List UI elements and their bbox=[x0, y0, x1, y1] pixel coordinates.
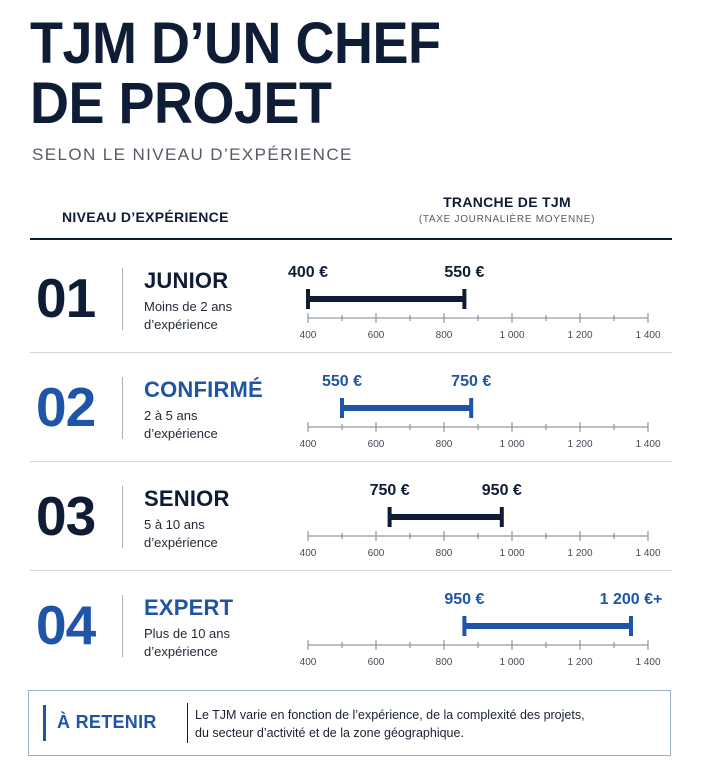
tick-label: 1 000 bbox=[499, 657, 524, 668]
row-divider bbox=[122, 268, 123, 330]
level-number: 01 bbox=[36, 267, 96, 329]
level-description-line-2: d’expérience bbox=[144, 426, 218, 441]
tick-label: 1 400 bbox=[635, 439, 660, 450]
tick-label: 400 bbox=[300, 657, 317, 668]
level-row: 01 JUNIOR Moins de 2 ans d’expérience 400 600… bbox=[0, 244, 701, 352]
column-header-range-sub: (TAXE JOURNALIÈRE MOYENNE) bbox=[418, 214, 596, 225]
range-low-label: 400 € bbox=[288, 264, 328, 281]
title-line-2: DE PROJET bbox=[30, 71, 332, 136]
tick-label: 400 bbox=[300, 330, 317, 341]
level-description: 5 à 10 ans d’expérience bbox=[144, 516, 264, 552]
level-row: 03 SENIOR 5 à 10 ans d’expérience 400 600 800 1… bbox=[0, 462, 701, 570]
tick-label: 800 bbox=[436, 330, 453, 341]
level-description-line-1: Moins de 2 ans bbox=[144, 299, 233, 314]
level-name: JUNIOR bbox=[144, 268, 229, 293]
retain-divider bbox=[187, 703, 188, 743]
tick-label: 1 400 bbox=[635, 330, 660, 341]
range-high-label: 1 200 €+ bbox=[600, 591, 663, 608]
tick-label: 800 bbox=[436, 548, 453, 559]
level-description-line-2: d’expérience bbox=[144, 644, 218, 659]
level-row: 04 EXPERT Plus de 10 ans d’expérience 400 600… bbox=[0, 571, 701, 679]
level-description: Moins de 2 ans d’expérience bbox=[144, 298, 264, 334]
level-number: 02 bbox=[36, 376, 96, 438]
retain-line-1: Le TJM varie en fonction de l’expérience… bbox=[195, 708, 585, 722]
tick-label: 1 400 bbox=[635, 657, 660, 668]
tick-label: 1 200 bbox=[567, 548, 592, 559]
level-description: 2 à 5 ans d’expérience bbox=[144, 407, 264, 443]
row-separator bbox=[30, 570, 672, 571]
row-separator bbox=[30, 461, 672, 462]
tick-label: 1 200 bbox=[567, 657, 592, 668]
tick-label: 1 400 bbox=[635, 548, 660, 559]
retain-text: Le TJM varie en fonction de l’expérience… bbox=[195, 706, 635, 742]
tick-label: 600 bbox=[368, 548, 385, 559]
tick-label: 600 bbox=[368, 330, 385, 341]
tick-label: 800 bbox=[436, 657, 453, 668]
range-low-label: 750 € bbox=[370, 482, 410, 499]
level-description-line-2: d’expérience bbox=[144, 317, 218, 332]
range-chart: 400 600 800 1 000 1 200 1 400 950 € 1 200 €+ bbox=[300, 591, 663, 668]
tick-label: 1 200 bbox=[567, 330, 592, 341]
page-title: TJM D’UN CHEF DE PROJET bbox=[30, 11, 441, 136]
row-divider bbox=[122, 486, 123, 548]
tick-label: 1 200 bbox=[567, 439, 592, 450]
retain-line-2: du secteur d’activité et de la zone géog… bbox=[195, 726, 464, 740]
tick-label: 600 bbox=[368, 657, 385, 668]
tick-label: 800 bbox=[436, 439, 453, 450]
level-description: Plus de 10 ans d’expérience bbox=[144, 625, 264, 661]
level-description-line-1: 5 à 10 ans bbox=[144, 517, 205, 532]
range-chart: 400 600 800 1 000 1 200 1 400 400 € 550 € bbox=[288, 264, 661, 341]
tick-label: 400 bbox=[300, 548, 317, 559]
title-line-1: TJM D’UN CHEF bbox=[30, 11, 441, 76]
retain-title: À RETENIR bbox=[57, 712, 157, 732]
level-description-line-1: Plus de 10 ans bbox=[144, 626, 231, 641]
range-high-label: 750 € bbox=[451, 373, 491, 390]
range-chart: 400 600 800 1 000 1 200 1 400 750 € 950 € bbox=[300, 482, 661, 559]
range-high-label: 950 € bbox=[482, 482, 522, 499]
column-header-range: TRANCHE DE TJM bbox=[443, 194, 571, 210]
tick-label: 1 000 bbox=[499, 439, 524, 450]
level-row: 02 CONFIRMÉ 2 à 5 ans d’expérience 400 600 800… bbox=[0, 353, 701, 461]
range-high-label: 550 € bbox=[444, 264, 484, 281]
header-rule bbox=[30, 238, 672, 240]
row-separator bbox=[30, 352, 672, 353]
page-subtitle: SELON LE NIVEAU D’EXPÉRIENCE bbox=[32, 145, 353, 164]
level-name: SENIOR bbox=[144, 486, 230, 511]
retain-accent bbox=[43, 705, 46, 741]
level-number: 03 bbox=[36, 485, 96, 547]
range-low-label: 550 € bbox=[322, 373, 362, 390]
range-chart: 400 600 800 1 000 1 200 1 400 550 € 750 € bbox=[300, 373, 661, 450]
tick-label: 600 bbox=[368, 439, 385, 450]
retain-box: À RETENIR Le TJM varie en fonction de l’… bbox=[28, 690, 671, 756]
tick-label: 1 000 bbox=[499, 548, 524, 559]
level-name: CONFIRMÉ bbox=[144, 377, 263, 402]
tick-label: 1 000 bbox=[499, 330, 524, 341]
level-number: 04 bbox=[36, 594, 96, 656]
row-divider bbox=[122, 595, 123, 657]
tick-label: 400 bbox=[300, 439, 317, 450]
column-header-level: NIVEAU D’EXPÉRIENCE bbox=[62, 209, 229, 225]
row-divider bbox=[122, 377, 123, 439]
level-description-line-1: 2 à 5 ans bbox=[144, 408, 198, 423]
level-name: EXPERT bbox=[144, 595, 234, 620]
range-low-label: 950 € bbox=[444, 591, 484, 608]
level-description-line-2: d’expérience bbox=[144, 535, 218, 550]
